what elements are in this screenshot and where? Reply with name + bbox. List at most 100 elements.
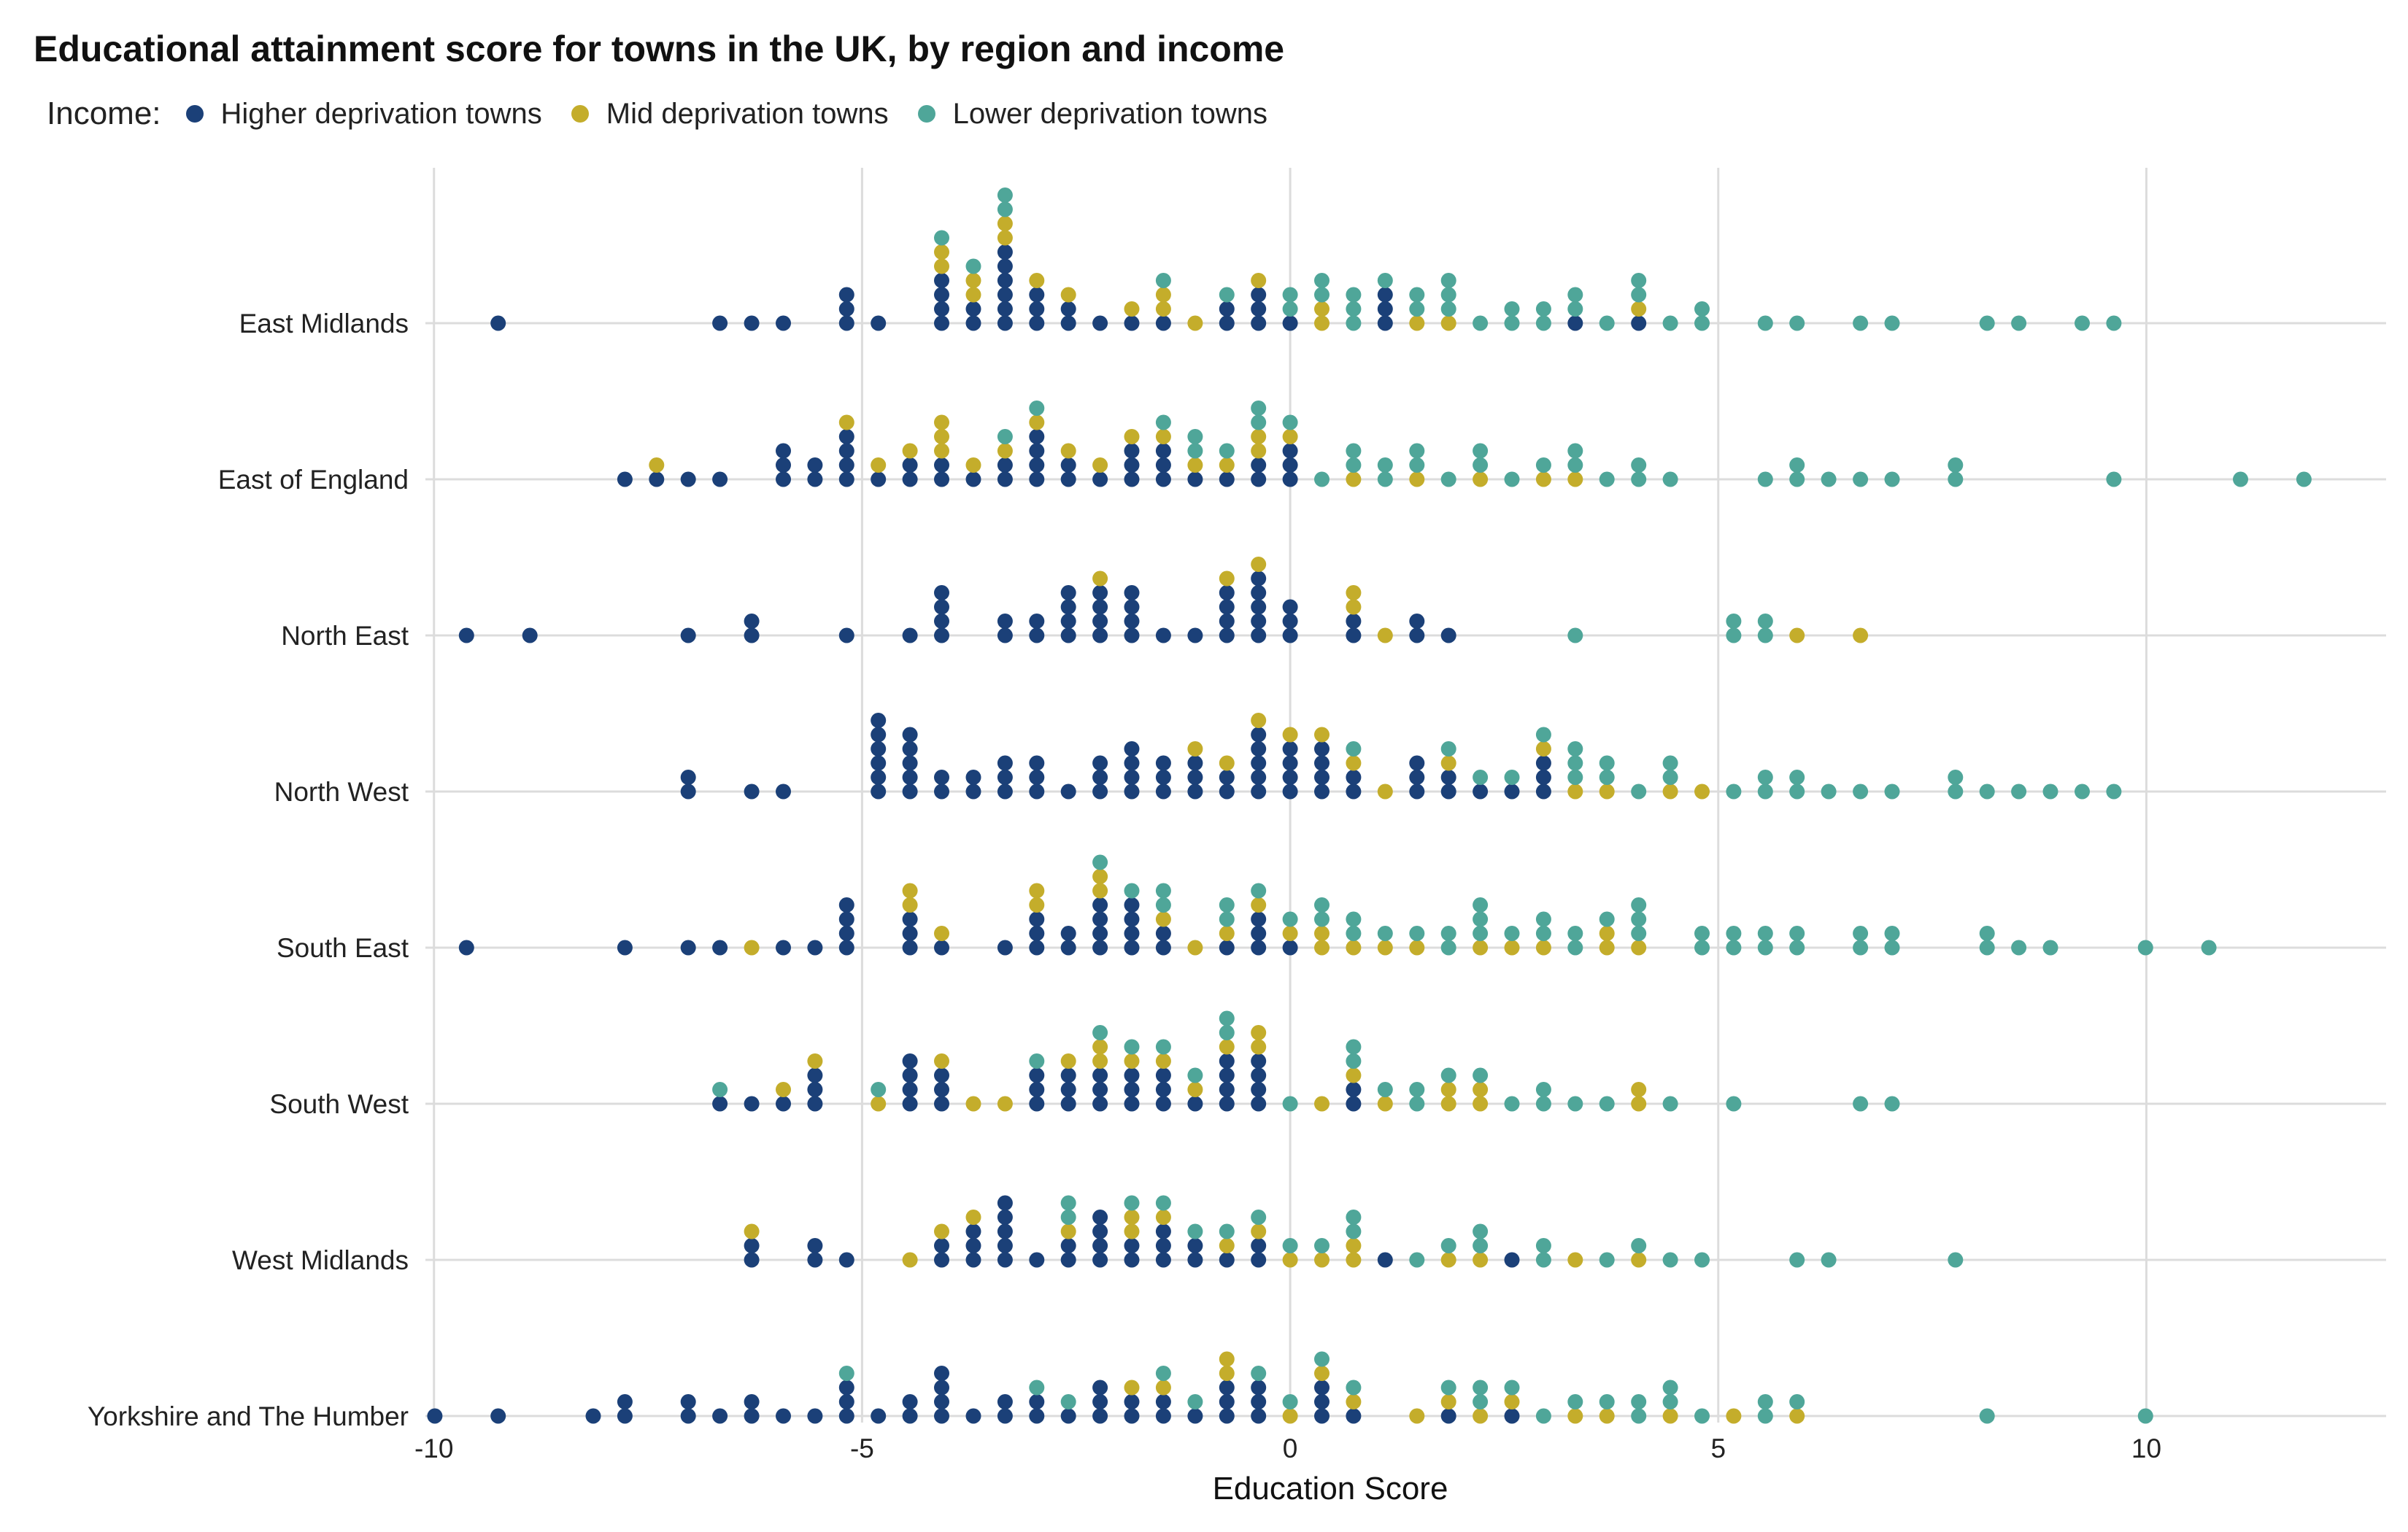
data-point: [1124, 1067, 1140, 1083]
data-point: [934, 429, 949, 444]
data-point: [1979, 940, 1995, 956]
data-point: [1631, 457, 1647, 473]
data-point: [1535, 1238, 1551, 1253]
data-point: [1251, 570, 1267, 587]
data-point: [1155, 414, 1171, 430]
data-point: [1219, 1039, 1235, 1055]
data-point: [1124, 301, 1140, 317]
data-point: [1757, 784, 1773, 800]
data-point: [1631, 926, 1647, 941]
y-tick-label: North West: [274, 777, 409, 807]
data-point: [997, 443, 1013, 459]
data-point: [997, 216, 1013, 231]
data-point: [934, 585, 949, 600]
data-point: [1092, 1408, 1108, 1424]
y-tick-label: West Midlands: [232, 1245, 409, 1275]
data-point: [1346, 1238, 1362, 1253]
data-point: [776, 443, 791, 459]
data-point: [934, 926, 949, 941]
data-point: [1187, 429, 1203, 444]
data-point: [1092, 926, 1108, 941]
data-point: [1029, 1067, 1045, 1083]
data-point: [934, 1096, 949, 1112]
data-point: [1251, 1380, 1267, 1396]
data-point: [2201, 940, 2217, 956]
data-point: [1282, 1408, 1298, 1424]
data-point: [1473, 1408, 1489, 1424]
data-point: [1251, 1082, 1267, 1097]
data-point: [1440, 1252, 1456, 1268]
data-point: [1155, 287, 1171, 303]
data-point: [1314, 471, 1330, 487]
data-point: [1504, 1408, 1520, 1424]
data-point: [1473, 926, 1489, 941]
data-point: [1282, 1238, 1298, 1253]
data-point: [1440, 315, 1456, 331]
data-point: [427, 1408, 443, 1424]
data-point: [1251, 471, 1267, 487]
data-point: [1409, 940, 1425, 956]
data-point: [1219, 926, 1235, 941]
data-point: [1662, 755, 1678, 771]
data-point: [744, 1394, 760, 1409]
data-point: [1282, 784, 1298, 800]
chart-title: Educational attainment score for towns i…: [34, 28, 1285, 69]
data-point: [776, 471, 791, 487]
data-point: [1155, 315, 1171, 331]
data-point: [1029, 471, 1045, 487]
data-point: [997, 287, 1013, 303]
x-tick-label: 10: [2131, 1434, 2161, 1463]
data-point: [1346, 287, 1362, 303]
data-point: [1473, 784, 1489, 800]
data-point: [1282, 457, 1298, 473]
data-point: [1124, 315, 1140, 331]
data-point: [1473, 1252, 1489, 1268]
data-point: [1251, 401, 1267, 416]
data-point: [1567, 784, 1583, 800]
data-point: [1567, 770, 1583, 785]
data-point: [997, 471, 1013, 487]
data-point: [934, 627, 949, 643]
data-point: [2042, 940, 2058, 956]
data-point: [1409, 770, 1425, 785]
data-point: [1473, 897, 1489, 913]
data-point: [1314, 1351, 1330, 1367]
data-point: [1631, 1082, 1647, 1097]
data-point: [1219, 457, 1235, 473]
data-point: [1631, 471, 1647, 487]
data-point: [1219, 315, 1235, 331]
data-point: [1631, 940, 1647, 956]
data-point: [1029, 287, 1045, 303]
data-point: [1155, 1394, 1171, 1409]
legend-item-higher: Higher deprivation towns: [185, 98, 542, 131]
data-point: [1092, 585, 1108, 600]
data-point: [997, 315, 1013, 331]
data-point: [1219, 755, 1235, 771]
data-point: [1124, 1408, 1140, 1424]
data-point: [871, 784, 887, 800]
data-point: [1029, 755, 1045, 771]
legend-swatch-lower: [917, 105, 935, 123]
data-point: [902, 1252, 918, 1268]
data-point: [1124, 1210, 1140, 1225]
data-point: [997, 1195, 1013, 1211]
data-point: [1440, 741, 1456, 757]
data-point: [1124, 741, 1140, 757]
data-point: [1346, 1082, 1362, 1097]
data-point: [1884, 315, 1900, 331]
data-point: [1504, 940, 1520, 956]
data-point: [1282, 911, 1298, 927]
data-point: [1219, 585, 1235, 600]
data-point: [1124, 940, 1140, 956]
data-point: [997, 1408, 1013, 1424]
data-point: [1155, 755, 1171, 771]
data-point: [1377, 471, 1393, 487]
data-point: [1631, 911, 1647, 927]
data-point: [1599, 1096, 1615, 1112]
data-point: [1409, 1096, 1425, 1112]
data-point: [1029, 1252, 1045, 1268]
data-point: [2296, 471, 2312, 487]
data-point: [934, 315, 949, 331]
data-point: [1346, 471, 1362, 487]
data-point: [776, 1082, 791, 1097]
